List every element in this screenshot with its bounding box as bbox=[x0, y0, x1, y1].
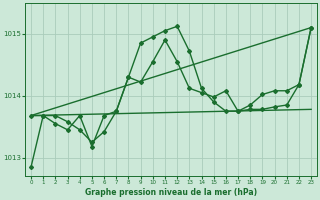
X-axis label: Graphe pression niveau de la mer (hPa): Graphe pression niveau de la mer (hPa) bbox=[85, 188, 257, 197]
